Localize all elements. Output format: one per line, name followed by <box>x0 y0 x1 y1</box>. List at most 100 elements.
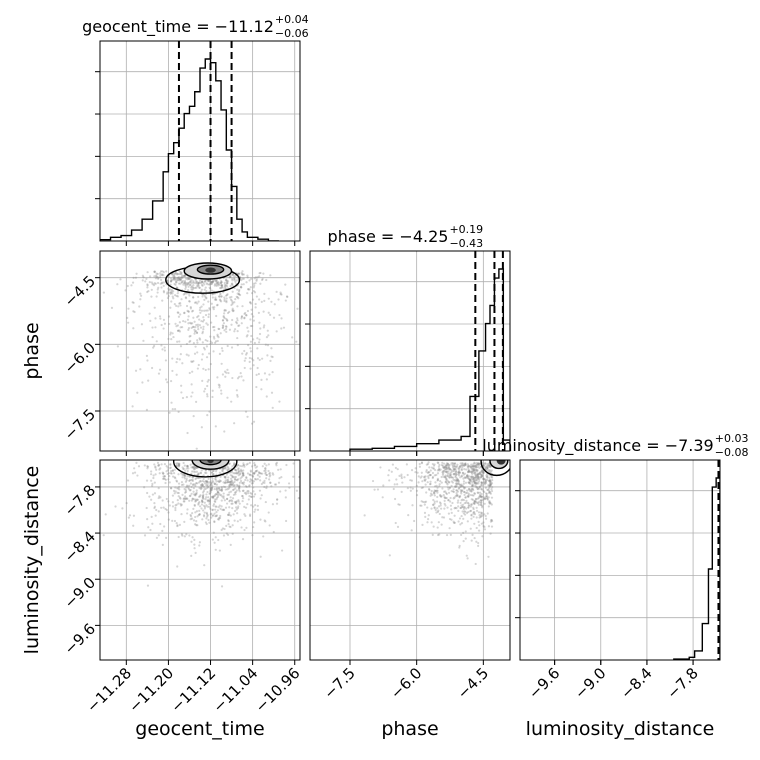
sample-point <box>427 475 430 478</box>
sample-point <box>177 463 181 466</box>
sample-point <box>148 495 151 498</box>
sample-point <box>432 464 436 467</box>
sample-point <box>248 461 251 465</box>
sample-point <box>446 464 449 467</box>
sample-point <box>210 321 213 324</box>
sample-point <box>150 473 153 476</box>
sample-point <box>188 294 191 297</box>
sample-point <box>206 486 209 489</box>
sample-point <box>230 283 233 286</box>
sample-point <box>454 485 457 489</box>
sample-point <box>460 492 463 495</box>
sample-point <box>263 469 266 473</box>
sample-point <box>235 389 238 392</box>
sample-point <box>471 467 474 470</box>
sample-point <box>190 492 193 495</box>
sample-point <box>436 526 439 529</box>
sample-point <box>194 492 197 495</box>
sample-point <box>272 530 275 534</box>
sample-point <box>438 469 441 472</box>
sample-point <box>441 470 445 473</box>
sample-point <box>442 466 445 469</box>
sample-point <box>178 462 181 465</box>
sample-point <box>160 286 163 289</box>
sample-point <box>436 479 439 482</box>
sample-point <box>204 280 207 283</box>
sample-point <box>135 461 138 465</box>
sample-point <box>473 461 476 464</box>
sample-point <box>204 313 208 317</box>
sample-point <box>226 396 229 399</box>
sample-point <box>456 478 459 481</box>
sample-point <box>223 299 226 303</box>
sample-point <box>187 277 190 280</box>
y-tick-label: −9.6 <box>61 620 99 658</box>
sample-point <box>489 470 492 473</box>
sample-point <box>268 475 271 478</box>
sample-point <box>488 501 492 504</box>
sample-point <box>451 461 454 465</box>
sample-point <box>242 474 245 477</box>
sample-point <box>155 274 158 277</box>
sample-point <box>180 276 183 279</box>
sample-point <box>468 470 471 474</box>
sample-point <box>264 500 267 504</box>
sample-point <box>452 488 455 491</box>
sample-point <box>229 275 232 279</box>
sample-point <box>423 479 427 482</box>
sample-point <box>490 496 494 499</box>
sample-point <box>437 509 440 512</box>
sample-point <box>196 302 199 305</box>
sample-point <box>200 319 203 323</box>
sample-point <box>185 479 188 482</box>
sample-point <box>236 344 239 347</box>
sample-point <box>459 476 462 479</box>
sample-point <box>192 342 195 345</box>
sample-point <box>450 462 453 465</box>
sample-point <box>215 304 219 307</box>
sample-point <box>485 466 489 470</box>
sample-point <box>196 339 199 342</box>
sample-point <box>131 301 134 304</box>
sample-point <box>222 467 225 471</box>
sample-point <box>168 322 171 326</box>
sample-point <box>176 487 179 490</box>
sample-point <box>195 491 198 494</box>
sample-point <box>179 345 183 348</box>
sample-point <box>237 470 240 474</box>
sample-point <box>462 540 465 543</box>
sample-point <box>475 526 478 530</box>
sample-point <box>476 470 479 473</box>
sample-point <box>214 548 217 551</box>
sample-point <box>198 286 201 289</box>
sample-point <box>132 310 135 313</box>
sample-point <box>489 466 492 469</box>
sample-point <box>206 309 209 312</box>
sample-point <box>240 283 243 286</box>
sample-point <box>213 482 216 485</box>
sample-point <box>229 525 232 529</box>
sample-point <box>226 281 229 284</box>
sample-point <box>268 478 271 481</box>
sample-point <box>242 489 245 492</box>
sample-point <box>157 276 160 279</box>
sample-point <box>175 373 178 376</box>
sample-point <box>484 486 487 489</box>
sample-point <box>231 483 234 487</box>
sample-point <box>187 322 190 325</box>
sample-point <box>163 477 166 481</box>
sample-point <box>188 499 191 502</box>
sample-point <box>237 272 241 275</box>
sample-point <box>432 503 435 506</box>
sample-point <box>284 489 287 492</box>
sample-point <box>243 528 246 532</box>
sample-point <box>173 519 177 523</box>
sample-point <box>214 296 217 299</box>
sample-point <box>438 501 442 504</box>
sample-point <box>251 324 254 328</box>
sample-point <box>179 313 182 316</box>
sample-point <box>240 315 244 318</box>
sample-point <box>265 477 268 480</box>
sample-point <box>184 495 187 498</box>
x-axis-label: luminosity_distance <box>526 718 715 740</box>
